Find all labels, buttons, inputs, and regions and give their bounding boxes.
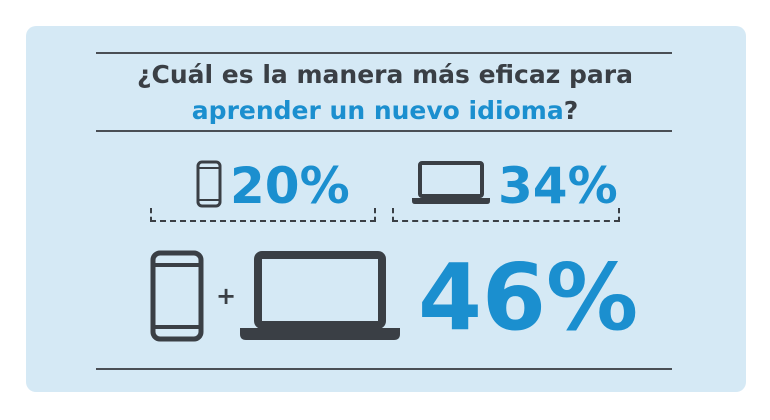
title-line-1-text: ¿Cuál es la manera más eficaz para (137, 60, 633, 89)
smartphone-bracket (150, 208, 376, 222)
smartphone-large-icon (150, 250, 204, 342)
title-question-mark: ? (563, 96, 579, 125)
smartphone-percent: 20% (230, 157, 350, 215)
plus-sign: + (216, 282, 237, 310)
title-line-1: ¿Cuál es la manera más eficaz para (60, 58, 710, 92)
title-bottom-rule (96, 130, 672, 132)
laptop-large-icon (240, 251, 400, 340)
top-rule (96, 52, 672, 54)
laptop-percent: 34% (498, 157, 618, 215)
laptop-bracket (392, 208, 620, 222)
combined-percent: 46% (418, 244, 639, 351)
bottom-rule (96, 368, 672, 370)
smartphone-icon (196, 160, 222, 208)
laptop-icon (412, 161, 490, 204)
title-line-2: aprender un nuevo idioma? (60, 94, 710, 128)
title-accent: aprender un nuevo idioma (191, 96, 564, 125)
